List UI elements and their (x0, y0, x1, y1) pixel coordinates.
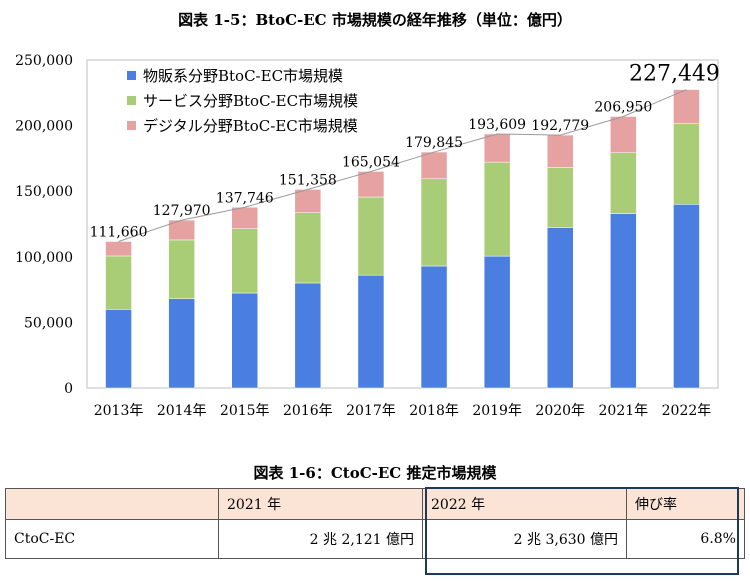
y-tick-label: 0 (64, 381, 73, 397)
total-data-label: 193,609 (468, 117, 526, 133)
bar-segment (357, 171, 385, 198)
bar-segment (610, 213, 637, 389)
y-tick-label: 100,000 (15, 250, 73, 266)
cell-2021: 2 兆 2,121 億円 (218, 519, 423, 559)
total-data-label: 137,746 (216, 190, 274, 206)
bar-segment (294, 189, 322, 213)
bar-segment (168, 239, 195, 299)
x-tick-label: 2014年 (157, 403, 207, 419)
x-tick-label: 2013年 (94, 403, 144, 419)
total-trend-line (118, 89, 687, 242)
bar-segment (673, 204, 700, 389)
header-growth: 伸び率 (626, 488, 745, 520)
plot-area-frame (86, 59, 719, 389)
bar-segment (483, 255, 511, 389)
header-2021: 2021 年 (218, 488, 423, 520)
legend-swatch (127, 71, 136, 80)
total-data-label: 151,358 (279, 172, 337, 188)
legend-swatch (127, 96, 136, 105)
bar-segment (105, 241, 132, 257)
table-title: 図表 1-6：CtoC-EC 推定市場規模 (253, 464, 497, 482)
table-header-row: 2021 年 2022 年 伸び率 (5, 488, 745, 520)
bar-segment (420, 151, 448, 180)
header-2022: 2022 年 (422, 488, 627, 520)
chart-title: 図表 1-5：BtoC-EC 市場規模の経年推移（単位：億円） (178, 11, 572, 29)
total-data-label: 179,845 (405, 135, 463, 151)
bar-segment (673, 123, 700, 205)
x-tick-label: 2022年 (662, 403, 712, 419)
total-data-label: 227,449 (629, 62, 720, 87)
bar-segment (610, 116, 637, 154)
bar-segment (547, 134, 574, 168)
total-data-label: 206,950 (594, 99, 652, 115)
y-tick-label: 200,000 (15, 119, 73, 135)
row-label: CtoC-EC (5, 519, 219, 559)
bar-segment (547, 167, 574, 228)
x-tick-label: 2020年 (535, 403, 585, 419)
bar-segment (420, 265, 448, 389)
bar-segment (168, 298, 195, 389)
legend-label: 物販系分野BtoC-EC市場規模 (143, 67, 343, 85)
bar-segment (610, 152, 637, 214)
total-data-label: 192,779 (531, 118, 589, 134)
bar-segment (105, 255, 132, 310)
y-tick-label: 50,000 (24, 315, 73, 331)
total-data-label: 111,660 (90, 225, 148, 241)
bar-chart: 0 50,000 100,000 150,000 200,000 250,000 2013年… (15, 53, 720, 419)
x-tick-label: 2019年 (472, 403, 522, 419)
legend-label: デジタル分野BtoC-EC市場規模 (143, 117, 358, 135)
x-tick-label: 2017年 (346, 403, 396, 419)
bar-segment (294, 282, 322, 389)
x-tick-label: 2016年 (283, 403, 333, 419)
cell-growth: 6.8% (626, 519, 745, 559)
bar-segment (105, 309, 132, 389)
y-tick-label: 150,000 (15, 184, 73, 200)
bar-segment (483, 133, 511, 163)
bar-segment (294, 212, 322, 284)
total-data-label: 127,970 (153, 203, 211, 219)
table-row: CtoC-EC 2 兆 2,121 億円 2 兆 3,630 億円 6.8% (5, 519, 745, 559)
bar-segment (420, 178, 448, 267)
bar-segment (357, 196, 385, 276)
bar-segment (231, 228, 258, 294)
header-blank-cell (5, 488, 219, 520)
cell-2022: 2 兆 3,630 億円 (422, 519, 627, 559)
ctoc-table: 2021 年 2022 年 伸び率 CtoC-EC 2 兆 2,121 億円 2… (5, 488, 745, 559)
x-tick-label: 2018年 (409, 403, 459, 419)
bar-segment (483, 161, 511, 257)
bar-segment (357, 274, 385, 389)
legend-swatch (127, 121, 136, 130)
x-tick-label: 2015年 (220, 403, 270, 419)
bar-segment (547, 227, 574, 389)
bar-segment (231, 207, 258, 229)
bar-segment (673, 89, 700, 124)
bar-segment (231, 292, 258, 389)
legend-label: サービス分野BtoC-EC市場規模 (143, 92, 358, 110)
y-tick-label: 250,000 (15, 53, 73, 69)
x-tick-label: 2021年 (599, 403, 649, 419)
total-data-label: 165,054 (342, 154, 400, 170)
